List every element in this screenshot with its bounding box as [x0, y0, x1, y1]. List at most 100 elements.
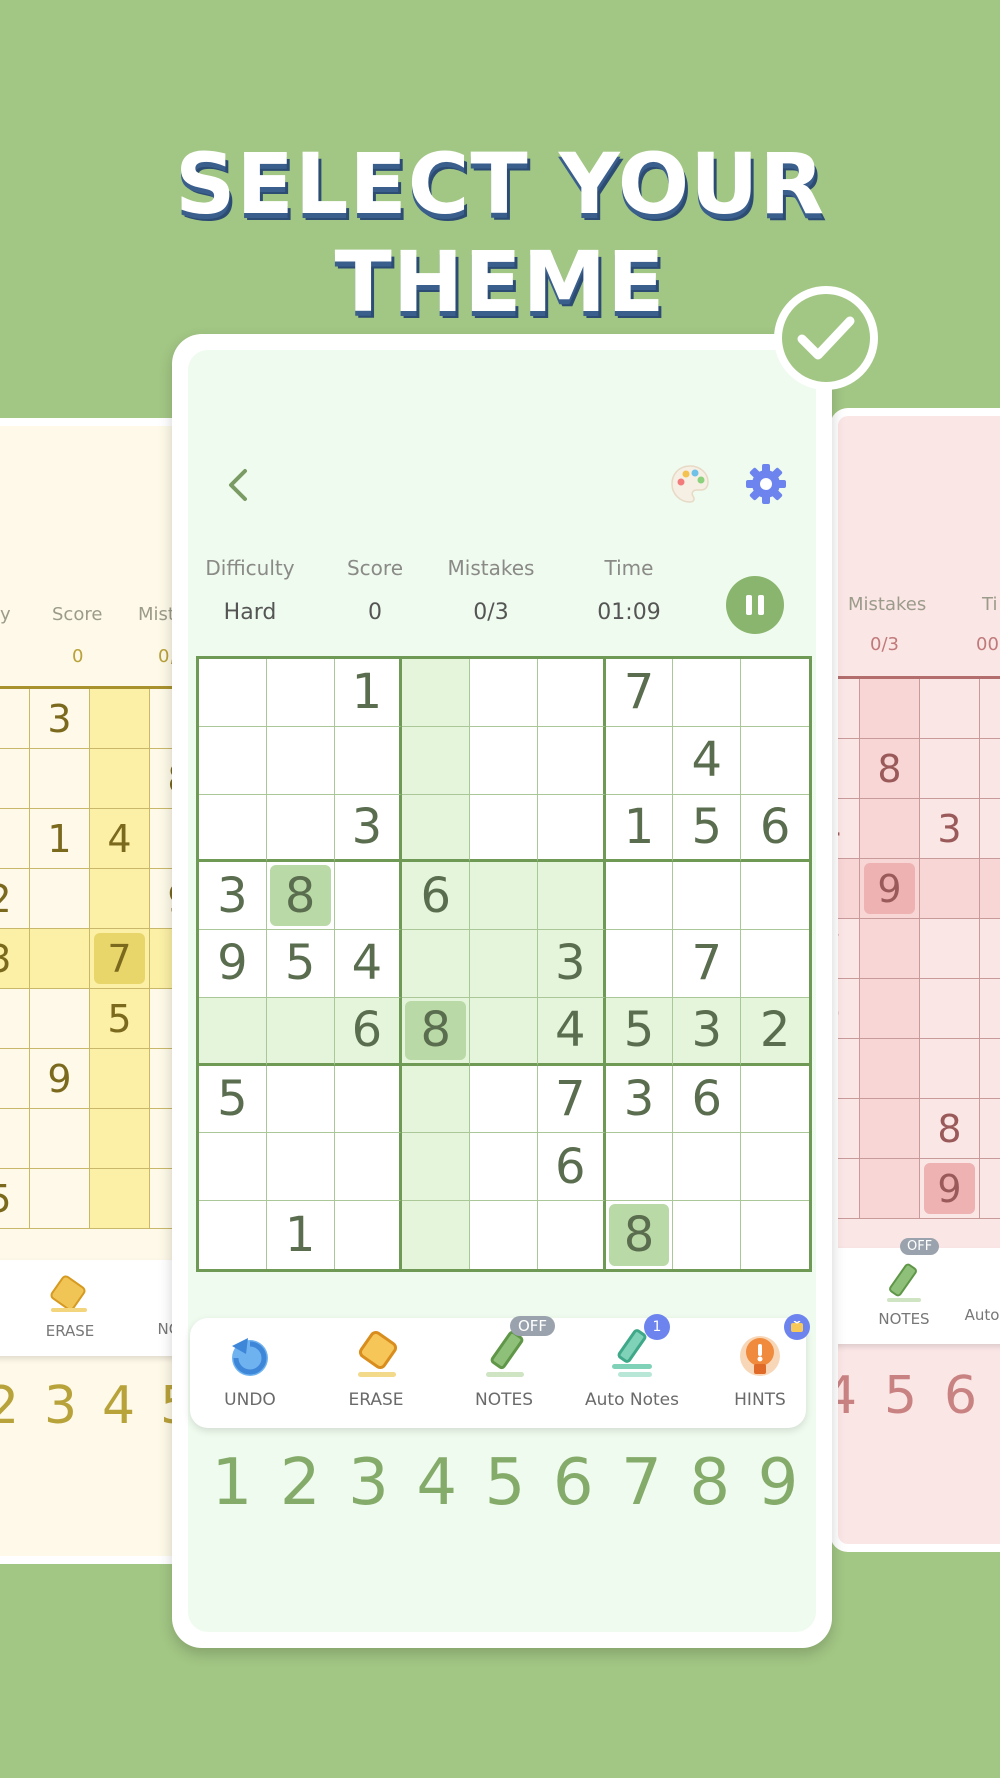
board-cell[interactable]: [537, 659, 606, 727]
board-cell[interactable]: [266, 726, 335, 795]
board-cell[interactable]: [605, 930, 674, 998]
board-cell[interactable]: [199, 659, 267, 727]
auto-notes-button[interactable]: Auto Notes 1: [572, 1314, 692, 1410]
theme-card-yellow[interactable]: y Score Mist 0 0, 38142937595 ERASE NO 2…: [0, 418, 190, 1564]
board-cell[interactable]: 6: [741, 795, 809, 863]
board-cell[interactable]: [266, 1065, 335, 1134]
board-cell[interactable]: [470, 1133, 538, 1202]
board-cell[interactable]: [470, 1201, 538, 1269]
board-cell[interactable]: [402, 659, 471, 727]
board-cell[interactable]: [673, 659, 742, 727]
board-cell[interactable]: 5: [199, 1065, 267, 1134]
theme-button[interactable]: [668, 462, 712, 506]
board-cell[interactable]: [741, 930, 809, 998]
board-cell[interactable]: [673, 1133, 742, 1202]
theme-card-green[interactable]: Difficulty Hard Score 0 Mistakes 0/3 Tim…: [172, 334, 832, 1648]
board-cell[interactable]: [334, 862, 403, 931]
board-cell[interactable]: [537, 726, 606, 795]
board-cell[interactable]: [199, 726, 267, 795]
board-cell[interactable]: 9: [199, 930, 267, 998]
number-key[interactable]: 1: [211, 1446, 253, 1520]
board-cell[interactable]: [266, 997, 335, 1066]
board-cell[interactable]: [402, 1201, 471, 1269]
number-key[interactable]: 9: [757, 1446, 799, 1520]
board-cell[interactable]: [266, 659, 335, 727]
board-cell[interactable]: [741, 659, 809, 727]
board-cell[interactable]: 5: [605, 997, 674, 1066]
board-cell[interactable]: 8: [606, 1201, 674, 1269]
undo-button[interactable]: UNDO: [190, 1328, 310, 1410]
board-cell[interactable]: [470, 997, 538, 1066]
board-cell[interactable]: [538, 1201, 606, 1269]
board-cell[interactable]: [470, 659, 538, 727]
back-button[interactable]: [218, 460, 258, 510]
board-cell[interactable]: 3: [334, 794, 403, 863]
board-cell[interactable]: [334, 1133, 403, 1202]
board-cell[interactable]: [537, 794, 606, 863]
board-cell[interactable]: [741, 862, 809, 931]
board-cell[interactable]: [470, 1065, 538, 1134]
board-cell[interactable]: [199, 1133, 267, 1202]
board-cell[interactable]: 4: [673, 726, 742, 795]
board-cell[interactable]: 3: [605, 1065, 674, 1134]
board-cell[interactable]: [402, 930, 471, 998]
number-key[interactable]: 6: [552, 1446, 594, 1520]
board-cell[interactable]: 4: [537, 997, 606, 1066]
board-cell[interactable]: [266, 794, 335, 863]
board-cell[interactable]: 3: [199, 862, 267, 931]
board-cell[interactable]: 3: [537, 930, 606, 998]
board-cell[interactable]: [741, 727, 809, 795]
number-key[interactable]: 2: [279, 1446, 321, 1520]
number-key[interactable]: 3: [348, 1446, 389, 1520]
board-cell[interactable]: [335, 1201, 403, 1269]
board-cell[interactable]: 5: [266, 930, 335, 998]
board-cell[interactable]: [741, 1201, 809, 1269]
pause-button[interactable]: [726, 576, 784, 634]
board-cell[interactable]: [673, 1201, 742, 1269]
settings-button[interactable]: [742, 460, 790, 508]
theme-card-pink[interactable]: Mistakes Ti 0/3 00 84397589 NOTES OFF Au…: [830, 408, 1000, 1552]
board-cell[interactable]: 6: [334, 997, 403, 1066]
board-cell[interactable]: [537, 862, 606, 931]
notes-button[interactable]: NOTES OFF: [444, 1316, 564, 1410]
board-cell[interactable]: [402, 726, 471, 795]
board-cell[interactable]: 7: [605, 659, 674, 727]
board-cell[interactable]: 1: [334, 659, 403, 727]
board-cell[interactable]: [470, 794, 538, 863]
number-key[interactable]: 5: [484, 1446, 526, 1520]
board-cell[interactable]: [470, 930, 538, 998]
board-cell[interactable]: [402, 1133, 471, 1202]
board-cell[interactable]: 1: [267, 1201, 335, 1269]
board-cell[interactable]: [673, 862, 742, 931]
board-cell[interactable]: [470, 726, 538, 795]
board-cell[interactable]: 3: [673, 997, 742, 1066]
board-cell[interactable]: [605, 726, 674, 795]
number-key[interactable]: 7: [621, 1446, 662, 1520]
board-cell[interactable]: [334, 1065, 403, 1134]
board-cell[interactable]: [741, 1133, 809, 1202]
board-cell[interactable]: 8: [266, 862, 335, 931]
board-cell[interactable]: [605, 862, 674, 931]
board-cell[interactable]: 4: [334, 930, 403, 998]
board-cell[interactable]: [334, 726, 403, 795]
board-cell[interactable]: 5: [673, 794, 742, 863]
hints-button[interactable]: HINTS: [700, 1314, 820, 1410]
board-cell[interactable]: [266, 1133, 335, 1202]
board-cell[interactable]: 1: [605, 794, 674, 863]
board-cell[interactable]: [199, 997, 267, 1066]
board-cell[interactable]: 6: [673, 1065, 742, 1134]
number-key[interactable]: 8: [689, 1446, 731, 1520]
board-cell[interactable]: [199, 794, 267, 863]
board-cell[interactable]: 6: [537, 1133, 606, 1202]
board-cell[interactable]: [741, 1066, 809, 1134]
board-cell[interactable]: 8: [402, 997, 471, 1066]
board-cell[interactable]: [199, 1201, 267, 1269]
board-cell[interactable]: [402, 1065, 471, 1134]
number-key[interactable]: 4: [416, 1446, 458, 1520]
board-cell[interactable]: 7: [673, 930, 742, 998]
board-cell[interactable]: 7: [537, 1065, 606, 1134]
board-cell[interactable]: [470, 862, 538, 931]
board-cell[interactable]: [402, 794, 471, 863]
erase-button[interactable]: ERASE: [316, 1328, 436, 1410]
board-cell[interactable]: 6: [402, 862, 471, 931]
